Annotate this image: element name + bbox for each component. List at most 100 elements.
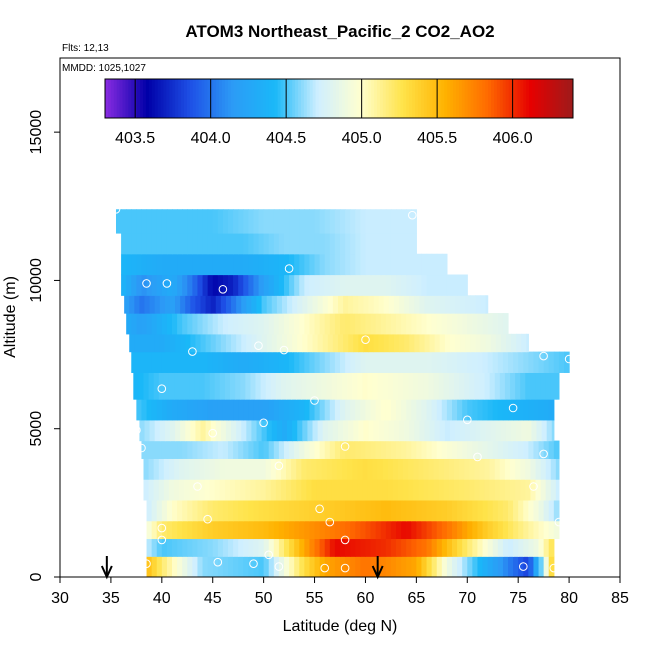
field-cell <box>426 499 433 522</box>
y-tick-label: 0 <box>28 572 45 581</box>
field-cell <box>207 253 214 276</box>
sample-point <box>279 345 289 355</box>
field-cell <box>457 440 463 459</box>
field-cell <box>403 479 409 501</box>
field-cell <box>438 458 445 480</box>
field-cell <box>322 419 329 442</box>
field-cell <box>431 538 438 557</box>
field-cell <box>182 351 188 373</box>
field-cell <box>518 499 524 522</box>
field-cell <box>543 399 550 421</box>
field-cell <box>465 419 471 442</box>
field-cell <box>187 253 193 276</box>
field-cell <box>392 372 399 400</box>
field-cell <box>355 313 361 335</box>
field-cell <box>228 253 234 276</box>
field-cell <box>413 458 419 480</box>
field-cell <box>446 499 453 522</box>
field-cell <box>299 209 305 234</box>
field-cell <box>482 556 489 577</box>
field-cell <box>406 520 412 540</box>
field-cell <box>324 274 331 296</box>
field-cell <box>421 440 428 459</box>
field-cell <box>336 372 343 400</box>
field-cell <box>126 232 132 255</box>
field-cell <box>248 313 255 335</box>
field-cell <box>502 399 509 421</box>
field-cell <box>403 372 409 400</box>
x-tick-label: 50 <box>255 590 273 607</box>
field-cell <box>390 274 397 296</box>
field-cell <box>299 232 305 255</box>
field-cell <box>528 499 535 522</box>
field-cell <box>462 440 468 459</box>
colorbar-swatch <box>356 79 360 118</box>
field-cell <box>499 458 506 480</box>
colorbar-swatch <box>564 79 568 118</box>
sample-point <box>320 563 330 573</box>
field-cell <box>207 274 214 296</box>
field-cell <box>219 372 226 400</box>
field-cell <box>487 520 494 540</box>
field-cell <box>243 351 249 373</box>
field-cell <box>265 479 272 501</box>
field-cell <box>462 499 468 522</box>
colorbar-swatch <box>347 79 352 118</box>
field-cell <box>187 538 193 557</box>
field-cell <box>245 372 251 400</box>
field-cell <box>258 499 265 522</box>
field-cell <box>538 351 545 373</box>
field-cell <box>238 538 244 557</box>
colorbar-swatch <box>145 79 150 118</box>
field-cell <box>489 372 496 400</box>
field-cell <box>314 440 321 459</box>
field-cell <box>268 351 275 373</box>
colorbar-swatch <box>219 79 223 118</box>
field-cell <box>523 399 529 421</box>
field-cell <box>324 499 331 522</box>
field-cell <box>131 351 137 373</box>
field-cell <box>530 372 537 400</box>
field-cell <box>159 295 166 314</box>
field-cell <box>409 295 415 314</box>
field-cell <box>444 295 451 314</box>
field-cell <box>230 479 236 501</box>
field-cell <box>166 232 173 255</box>
field-cell <box>472 440 479 459</box>
field-cell <box>365 538 372 557</box>
field-cell <box>365 351 372 373</box>
field-cell <box>134 333 141 353</box>
x-tick-label: 60 <box>357 590 375 607</box>
colorbar-swatch <box>385 79 390 118</box>
colorbar-swatch <box>517 79 521 118</box>
field-cell <box>177 253 183 276</box>
field-cell <box>372 479 379 501</box>
colorbar-swatch <box>353 79 358 118</box>
field-cell <box>250 372 257 400</box>
field-cell <box>126 313 132 335</box>
field-cell <box>329 351 336 373</box>
field-cell <box>263 253 270 276</box>
colorbar-swatch <box>303 79 308 118</box>
field-cell <box>345 440 351 459</box>
field-cell <box>434 419 441 442</box>
field-cell <box>177 351 183 373</box>
field-cell <box>467 351 473 373</box>
field-cell <box>543 351 550 373</box>
colorbar-swatch <box>570 79 574 118</box>
field-cell <box>401 274 407 296</box>
field-cell <box>268 313 275 335</box>
field-cell <box>365 274 372 296</box>
field-cell <box>345 274 351 296</box>
field-cell <box>449 419 456 442</box>
field-cell <box>499 479 506 501</box>
field-cell <box>536 419 543 442</box>
field-cell <box>365 520 372 540</box>
field-cell <box>278 556 285 577</box>
field-cell <box>324 440 331 459</box>
field-cell <box>444 333 451 353</box>
field-cell <box>348 333 354 353</box>
field-cell <box>217 253 224 276</box>
field-cell <box>166 313 173 335</box>
field-cell <box>148 479 155 501</box>
